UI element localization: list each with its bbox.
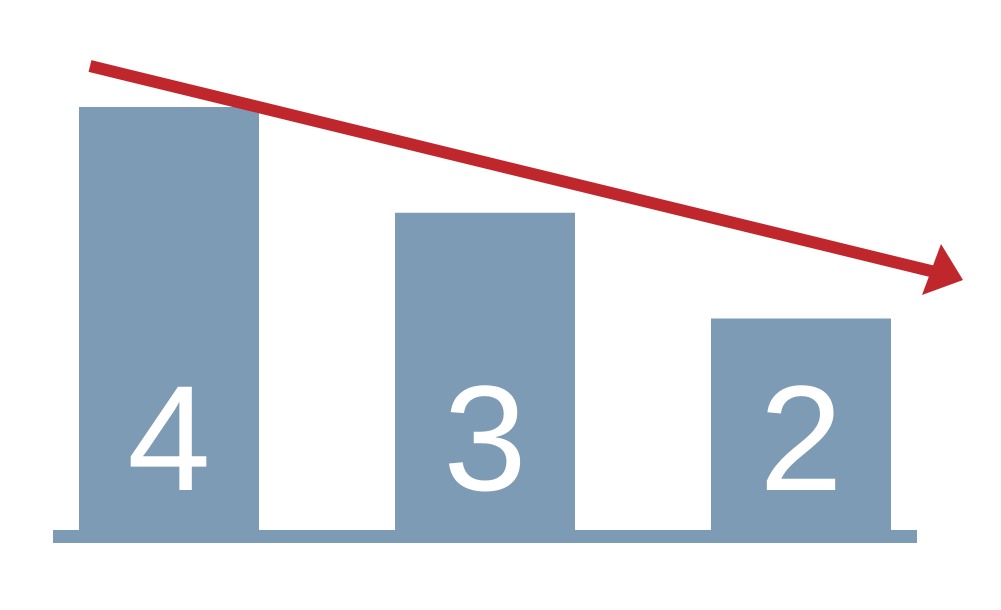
trend-arrow bbox=[88, 60, 963, 295]
bar-value-label-1: 4 bbox=[127, 354, 210, 522]
data-labels-group: 4 3 2 bbox=[127, 354, 842, 522]
trend-arrow-shaft bbox=[88, 60, 937, 278]
bar-2 bbox=[395, 212, 575, 530]
trend-arrow-head bbox=[922, 244, 963, 295]
bar-value-label-2: 3 bbox=[443, 354, 526, 522]
bar-3 bbox=[711, 318, 891, 530]
x-axis-baseline bbox=[53, 530, 917, 543]
bars-group bbox=[79, 107, 891, 530]
bar-1 bbox=[79, 107, 259, 530]
bar-value-label-3: 2 bbox=[759, 354, 842, 522]
